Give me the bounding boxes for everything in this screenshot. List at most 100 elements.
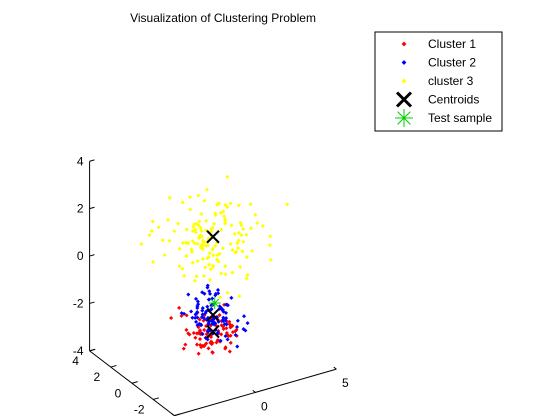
data-point <box>207 262 212 267</box>
data-point <box>228 325 233 330</box>
data-point <box>205 337 210 342</box>
data-point <box>200 306 205 311</box>
chart-title: Visualization of Clustering Problem <box>130 11 316 25</box>
data-point <box>197 337 203 342</box>
data-point <box>183 342 188 347</box>
legend-item[interactable]: Test sample <box>395 109 492 127</box>
data-point <box>219 227 224 232</box>
data-point <box>194 274 199 279</box>
data-point <box>167 238 172 243</box>
data-point <box>218 338 223 343</box>
data-point <box>199 315 204 320</box>
data-point <box>209 229 214 234</box>
z-tick-label: 2 <box>77 202 84 216</box>
data-point <box>192 278 197 283</box>
data-point <box>195 299 200 304</box>
data-point <box>181 346 186 351</box>
data-point <box>194 311 199 316</box>
data-point <box>180 240 185 245</box>
data-point <box>218 295 223 300</box>
data-point <box>186 292 191 297</box>
data-point <box>160 238 165 243</box>
data-point <box>223 272 228 277</box>
data-point <box>242 314 247 319</box>
data-point <box>228 340 233 345</box>
data-point <box>195 323 200 328</box>
y-tick-label: 4 <box>72 354 79 368</box>
data-point <box>260 223 265 229</box>
data-point <box>229 223 234 228</box>
data-point <box>162 252 167 258</box>
data-point <box>230 270 235 275</box>
data-point <box>194 342 199 347</box>
data-point <box>223 221 228 226</box>
legend-label: Test sample <box>428 111 492 125</box>
z-tick <box>89 254 95 257</box>
data-point <box>225 290 230 295</box>
data-point <box>217 313 222 318</box>
data-point <box>213 243 218 248</box>
data-point <box>186 331 191 336</box>
data-point <box>215 287 221 293</box>
data-point <box>192 241 197 246</box>
data-point <box>184 253 189 259</box>
data-point <box>236 203 241 208</box>
data-point <box>221 315 226 320</box>
data-point <box>220 307 225 312</box>
data-point <box>221 324 226 329</box>
legend-marker <box>401 41 407 47</box>
data-point <box>230 247 235 253</box>
data-point <box>233 332 238 338</box>
x-tick-label: 5 <box>342 376 349 390</box>
data-point <box>238 264 243 269</box>
data-point <box>235 344 240 349</box>
data-point <box>199 244 204 249</box>
data-point <box>207 289 212 294</box>
x-tick <box>252 389 256 393</box>
data-point <box>199 212 204 217</box>
data-point <box>184 327 189 332</box>
data-point <box>195 258 200 264</box>
data-point <box>225 303 230 308</box>
data-point <box>200 290 205 295</box>
y-tick <box>174 413 181 417</box>
data-point <box>212 322 217 327</box>
test-sample-marker <box>208 297 221 310</box>
data-point <box>219 332 224 337</box>
data-point <box>184 227 189 232</box>
data-point <box>198 322 203 327</box>
legend-item[interactable]: Cluster 1 <box>401 37 476 51</box>
legend-item[interactable]: Centroids <box>395 91 479 108</box>
data-point <box>189 250 195 255</box>
data-point <box>211 221 217 226</box>
y-tick <box>110 364 117 368</box>
legend-label: Cluster 2 <box>428 56 476 70</box>
legend-item[interactable]: Cluster 2 <box>401 56 476 70</box>
data-point <box>200 308 205 313</box>
data-point <box>169 315 174 320</box>
data-point <box>198 342 203 347</box>
data-point <box>177 246 182 251</box>
legend-label: Centroids <box>428 93 479 107</box>
legend-item[interactable]: cluster 3 <box>401 74 474 88</box>
data-point <box>181 311 187 316</box>
data-point <box>184 313 189 318</box>
data-point <box>151 260 156 265</box>
data-point <box>223 263 228 269</box>
data-point <box>223 318 228 323</box>
series-test-sample <box>208 297 221 310</box>
data-point <box>197 219 202 224</box>
x-tick <box>171 413 175 417</box>
data-point <box>224 326 229 331</box>
data-point <box>221 209 226 214</box>
data-point <box>217 306 222 311</box>
legend[interactable]: Cluster 1 Cluster 2 cluster 3 Centroids Test… <box>374 31 503 132</box>
data-point <box>202 327 207 332</box>
data-point <box>202 291 207 296</box>
data-point <box>195 241 200 246</box>
data-point <box>223 310 229 315</box>
data-point <box>228 241 233 246</box>
data-point <box>195 315 200 320</box>
data-point <box>193 315 198 320</box>
